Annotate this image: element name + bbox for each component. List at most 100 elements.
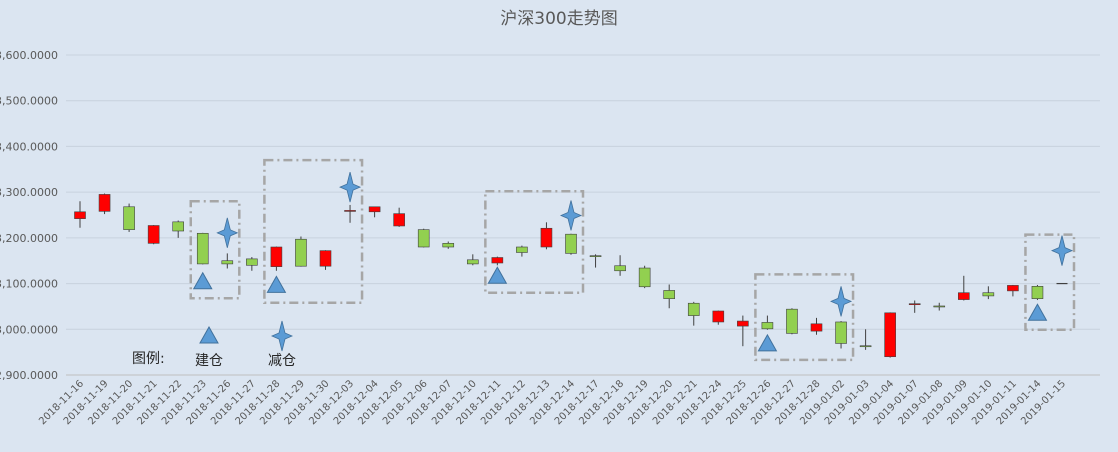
candle-body — [516, 246, 528, 253]
candle — [221, 253, 234, 269]
candle — [295, 236, 307, 267]
candle-body — [1007, 285, 1019, 292]
y-tick-label: 3,000.0000 — [0, 323, 58, 336]
candle-body — [196, 232, 209, 265]
legend-item-label: 建仓 — [195, 353, 223, 369]
candle — [1031, 284, 1044, 301]
candle-body — [712, 310, 725, 323]
trade-markers — [192, 172, 1074, 352]
candle-body — [540, 227, 553, 248]
candle-body — [246, 258, 258, 266]
candle-body — [761, 322, 774, 330]
reduce-marker — [339, 172, 362, 203]
candle-body — [172, 221, 184, 232]
build-marker — [1027, 303, 1048, 321]
candle — [565, 233, 577, 255]
candle-body — [614, 265, 626, 272]
x-axis: 2018-11-162018-11-192018-11-202018-11-21… — [37, 378, 1068, 427]
reduce-marker — [559, 200, 583, 231]
y-tick-label: 2,900.0000 — [0, 369, 58, 382]
candle — [687, 301, 700, 326]
candle — [908, 300, 921, 313]
candle — [442, 241, 455, 249]
highlight-box — [189, 200, 241, 300]
candle — [1007, 284, 1019, 297]
legend-title: 图例: — [132, 351, 165, 367]
candle-body — [908, 303, 921, 305]
candle — [147, 225, 160, 245]
candle — [196, 232, 209, 265]
legend-reduce-icon — [270, 320, 294, 352]
candle-body — [319, 250, 332, 267]
candle-body — [589, 255, 602, 257]
y-tick-label: 3,500.0000 — [0, 95, 58, 108]
candle — [663, 284, 676, 309]
build-marker — [487, 266, 508, 284]
candle — [466, 254, 479, 266]
legend-item-label: 减仓 — [268, 353, 296, 369]
y-tick-label: 3,300.0000 — [0, 186, 58, 199]
candle-body — [270, 246, 283, 267]
candle-body — [417, 229, 430, 248]
candle — [123, 203, 135, 232]
chart-title: 沪深300走势图 — [500, 9, 617, 29]
candle-body — [565, 233, 577, 254]
candle — [810, 317, 823, 335]
candle — [761, 315, 774, 330]
candle — [835, 321, 847, 349]
candle-body — [859, 345, 872, 348]
candle-body — [835, 321, 847, 344]
candle — [884, 312, 896, 358]
y-tick-label: 3,200.0000 — [0, 232, 58, 245]
candle-body — [74, 211, 86, 219]
candle-body — [663, 290, 676, 299]
candle — [74, 201, 86, 228]
candle — [638, 265, 651, 289]
candle-body — [98, 194, 111, 212]
reduce-marker — [830, 286, 853, 317]
candle — [491, 256, 504, 266]
highlight-box — [754, 273, 855, 362]
candle — [614, 255, 626, 276]
candle — [589, 254, 602, 268]
candle-body — [491, 257, 504, 264]
reduce-marker — [216, 217, 239, 248]
highlight-box — [1024, 233, 1076, 331]
candle-body — [933, 305, 946, 308]
candle-body — [687, 302, 700, 316]
candle-body — [982, 292, 995, 297]
candle — [319, 250, 332, 270]
candle — [540, 222, 553, 250]
candle-body — [957, 292, 970, 300]
candle-body — [123, 206, 135, 230]
candle-body — [221, 260, 234, 265]
y-axis: 2,900.0000 3,000.0000 3,100.0000 3,200.0000… — [0, 49, 58, 382]
candle — [516, 245, 528, 257]
candle — [957, 275, 970, 301]
candle — [368, 206, 381, 218]
y-tick-label: 3,100.0000 — [0, 278, 58, 291]
candle — [344, 204, 356, 223]
candle — [270, 246, 283, 271]
candle-body — [442, 243, 455, 248]
highlight-boxes — [189, 158, 1076, 362]
candle — [172, 220, 184, 238]
candles — [74, 193, 1068, 358]
candle — [393, 207, 405, 227]
candle-body — [393, 213, 405, 227]
build-marker — [757, 333, 778, 352]
y-tick-label: 3,600.0000 — [0, 49, 58, 62]
candle-body — [295, 238, 307, 267]
build-marker — [192, 271, 213, 290]
legend-build-icon — [199, 325, 219, 344]
candle — [417, 228, 430, 248]
candle — [246, 257, 258, 271]
highlight-box — [484, 189, 585, 294]
candle — [933, 302, 946, 311]
reduce-marker — [1050, 235, 1074, 266]
candle-body — [368, 206, 381, 213]
candle — [859, 329, 872, 350]
candle-body — [737, 320, 749, 327]
candle-body — [466, 259, 479, 265]
